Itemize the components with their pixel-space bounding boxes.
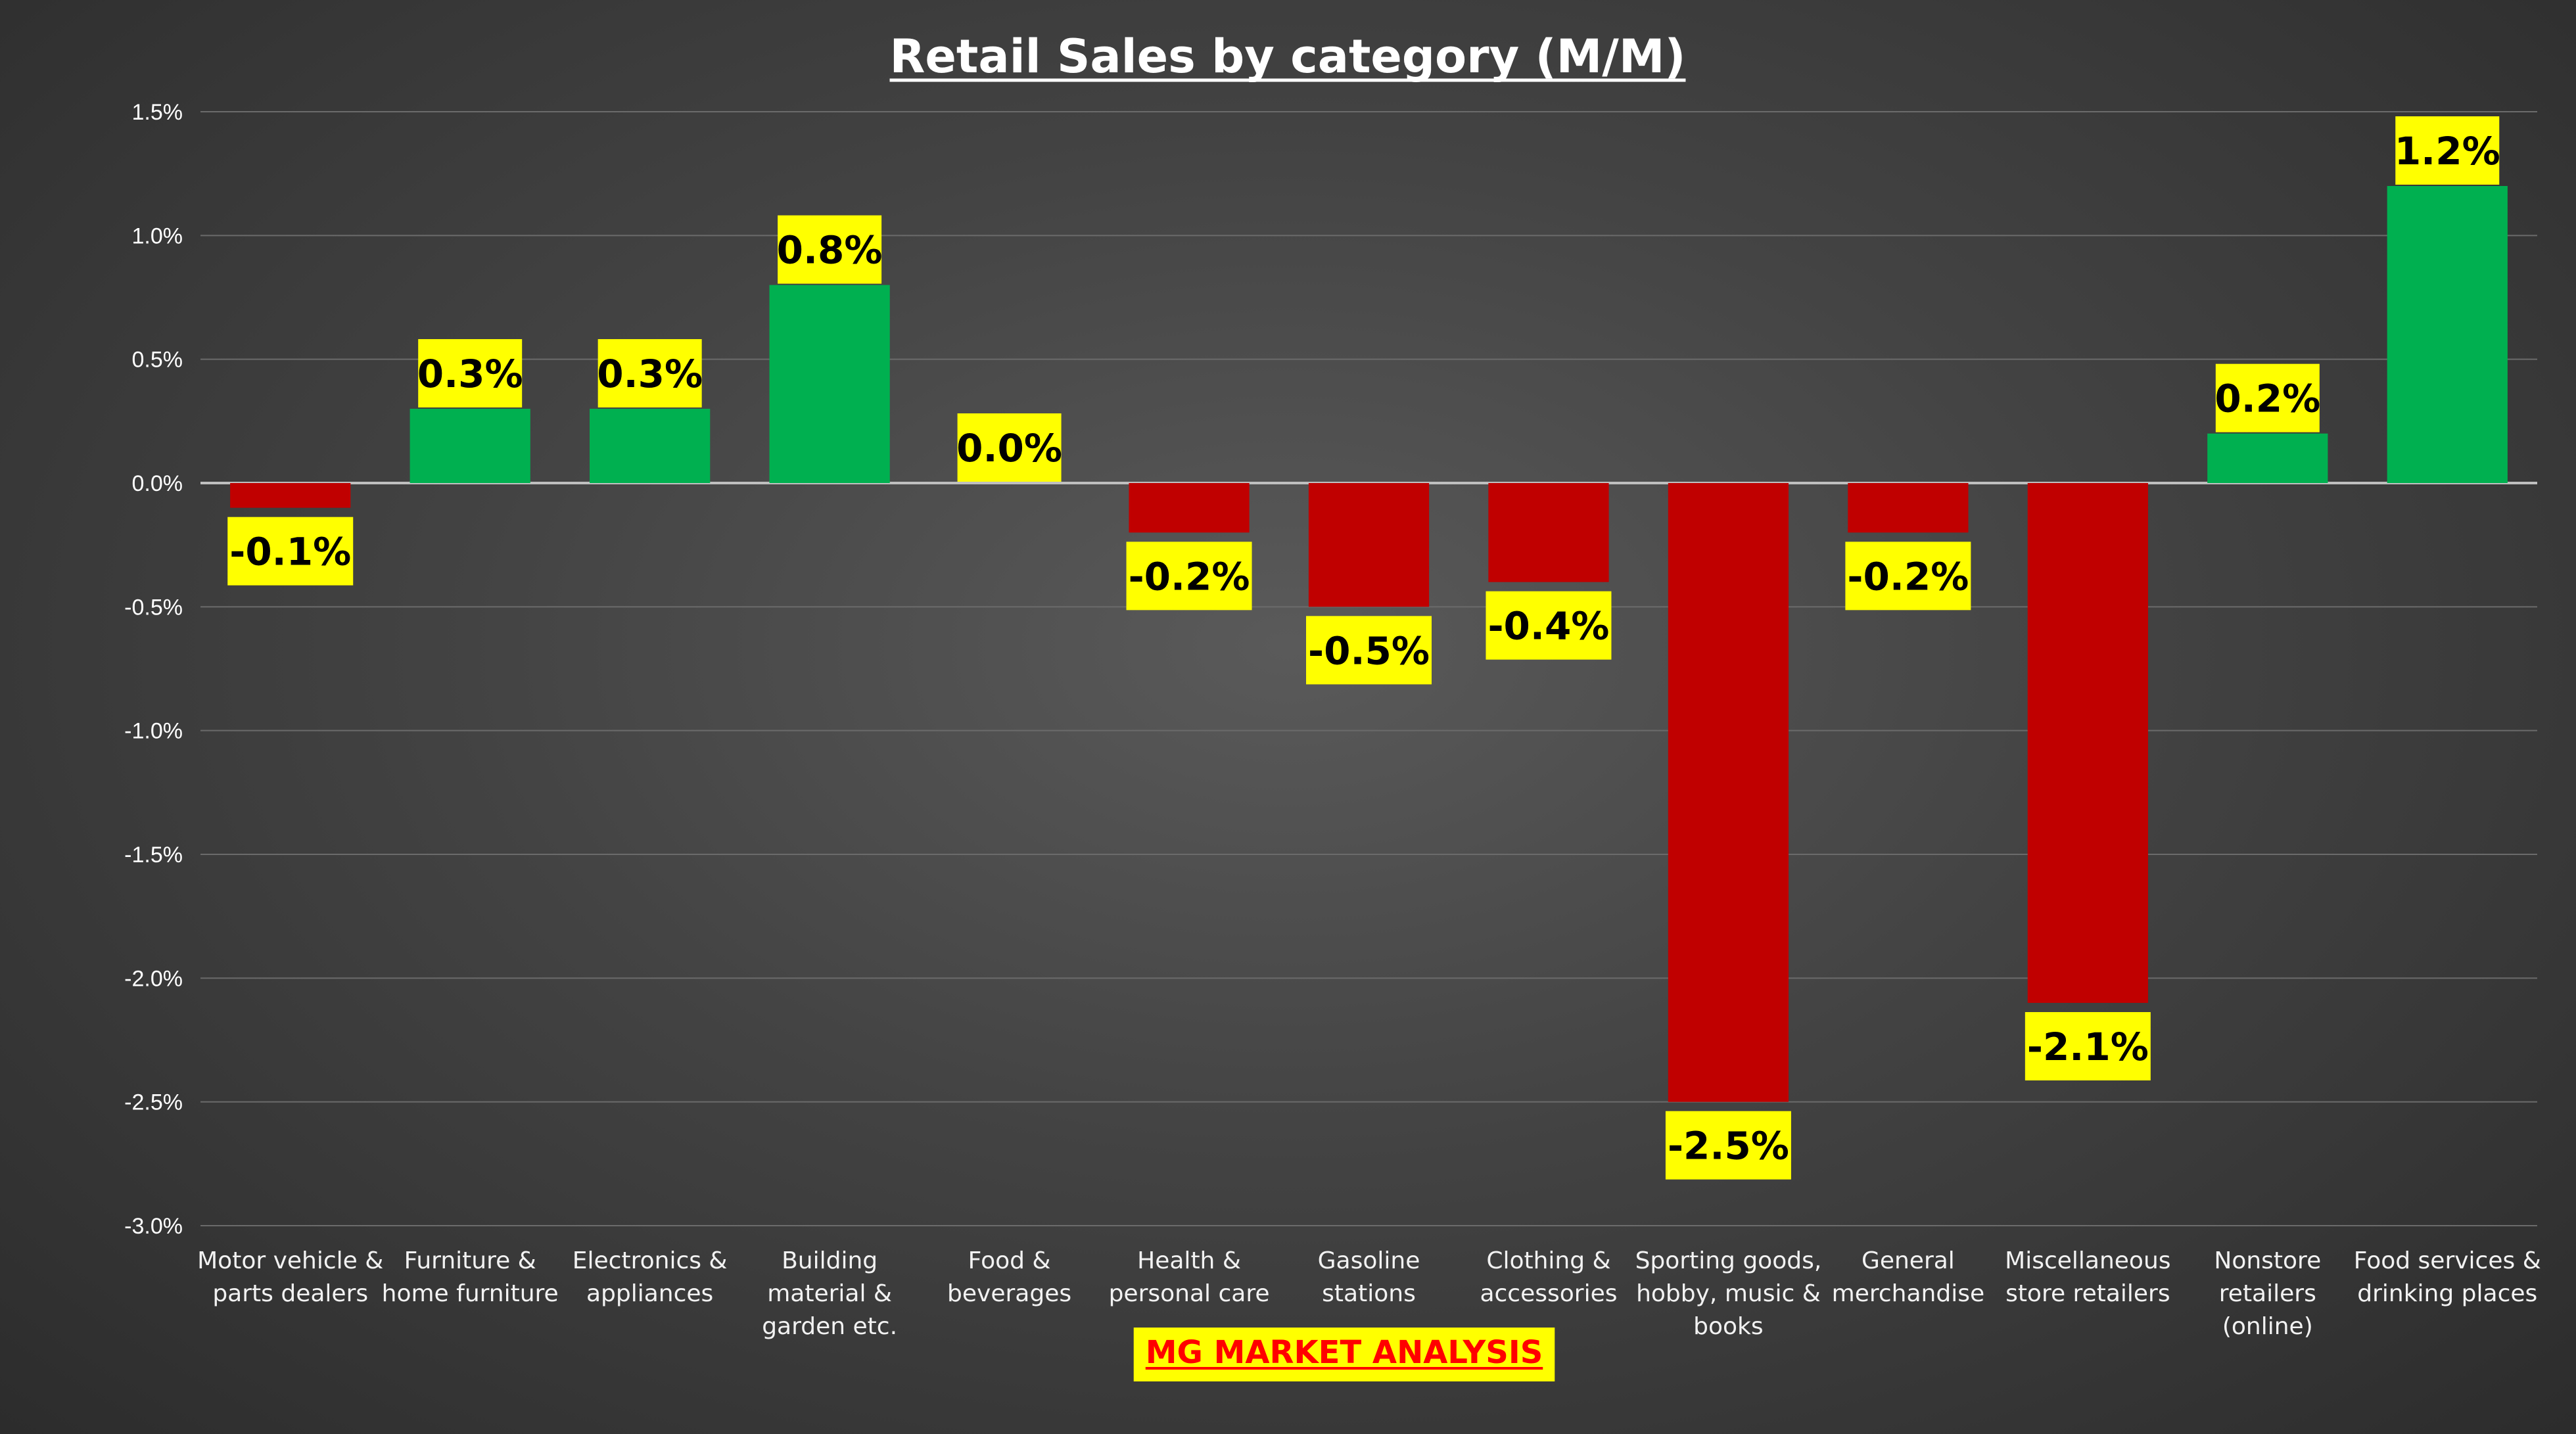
y-tick-label: -2.0% xyxy=(124,966,183,991)
data-label-background xyxy=(597,339,702,407)
data-label-text: 1.2% xyxy=(2395,129,2500,173)
data-label-background xyxy=(227,517,354,586)
data-label-text: -0.2% xyxy=(1129,554,1250,599)
data-label-text: 0.8% xyxy=(777,228,883,273)
data-label-text: 0.3% xyxy=(597,352,703,396)
data-label-text: 0.0% xyxy=(956,426,1062,471)
data-label-text: -0.2% xyxy=(1847,554,1969,599)
watermark-background xyxy=(1133,1328,1555,1381)
data-label: -0.4% xyxy=(1486,591,1612,660)
data-label: 0.3% xyxy=(597,339,703,407)
data-label-background xyxy=(1486,591,1612,660)
y-tick-label: 1.0% xyxy=(132,223,183,248)
bar xyxy=(230,483,351,508)
x-tick-label: Food services & drinking places xyxy=(2354,1247,2541,1307)
bar xyxy=(769,285,890,483)
data-label: 0.0% xyxy=(956,413,1062,482)
data-label-text: -0.5% xyxy=(1308,628,1430,673)
x-tick-label: Sporting goods, hobby, music & books xyxy=(1635,1247,1822,1340)
bar xyxy=(410,409,530,483)
y-tick-label: 0.0% xyxy=(132,471,183,496)
bar xyxy=(2207,433,2328,483)
data-label-text: -0.1% xyxy=(229,530,351,574)
y-tick-label: -2.5% xyxy=(124,1090,183,1115)
bar xyxy=(1668,483,1789,1102)
y-tick-label: -3.0% xyxy=(124,1214,183,1239)
data-label-background xyxy=(2395,116,2500,185)
data-label-background xyxy=(2025,1012,2151,1080)
data-label: 1.2% xyxy=(2395,116,2500,185)
chart-title: Retail Sales by category (M/M) xyxy=(889,30,1686,83)
y-tick-label: 0.5% xyxy=(132,348,183,373)
bar xyxy=(1848,483,1969,533)
watermark-text: MG MARKET ANALYSIS xyxy=(1146,1334,1543,1371)
bars xyxy=(230,186,2508,1102)
data-label: -2.1% xyxy=(2025,1012,2151,1080)
bar xyxy=(1129,483,1250,533)
x-tick-label: Clothing & accessories xyxy=(1480,1247,1617,1307)
data-labels: -0.1% 0.3% 0.3% 0.8% 0.0% -0.2% -0.5% -0.4% -2.5… xyxy=(227,116,2500,1180)
data-label-text: 0.3% xyxy=(417,352,523,396)
bar xyxy=(2387,186,2508,483)
data-label: 0.8% xyxy=(777,215,883,284)
data-label-text: 0.2% xyxy=(2214,377,2320,421)
data-label-background xyxy=(1845,542,1971,611)
x-tick-label: Furniture & home furniture xyxy=(382,1247,559,1307)
watermark: MG MARKET ANALYSIS xyxy=(1133,1328,1555,1381)
x-tick-label: Miscellaneous store retailers xyxy=(2005,1247,2170,1307)
x-tick-label: Gasoline stations xyxy=(1318,1247,1420,1307)
x-tick-label: General merchandise xyxy=(1832,1247,1984,1307)
bar xyxy=(1308,483,1430,607)
x-tick-label: Food & beverages xyxy=(947,1247,1071,1307)
data-label-text: -2.5% xyxy=(1668,1124,1789,1168)
data-label: -0.1% xyxy=(227,517,354,586)
x-tick-label: Electronics & appliances xyxy=(573,1247,728,1307)
bar xyxy=(1488,483,1609,582)
bar xyxy=(590,409,711,483)
y-tick-label: -1.5% xyxy=(124,843,183,867)
data-label-background xyxy=(778,215,882,284)
chart-title-text: Retail Sales by category (M/M) xyxy=(890,30,1686,83)
data-label-background xyxy=(1306,616,1432,685)
y-tick-label: -0.5% xyxy=(124,595,183,620)
data-label-text: -2.1% xyxy=(2027,1025,2149,1069)
data-label: 0.2% xyxy=(2214,363,2320,432)
data-label: -2.5% xyxy=(1665,1111,1791,1180)
y-tick-label: 1.5% xyxy=(132,100,183,125)
x-tick-label: Building material & garden etc. xyxy=(762,1247,897,1340)
data-label: -0.2% xyxy=(1126,542,1252,611)
data-label-background xyxy=(418,339,523,407)
data-label-background xyxy=(957,413,1062,482)
data-label-text: -0.4% xyxy=(1487,604,1609,649)
x-tick-label: Motor vehicle & parts dealers xyxy=(197,1247,383,1307)
data-label-background xyxy=(1665,1111,1791,1180)
data-label: -0.2% xyxy=(1845,542,1971,611)
data-label: 0.3% xyxy=(417,339,523,407)
axes: 1.5% 1.0% 0.5% 0.0% -0.5% -1.0% -1.5% -2.0% -2.5… xyxy=(124,100,2541,1340)
x-tick-label: Health & personal care xyxy=(1109,1247,1270,1307)
bar xyxy=(2027,483,2148,1003)
y-tick-label: -1.0% xyxy=(124,719,183,744)
data-label-background xyxy=(2215,363,2320,432)
data-label: -0.5% xyxy=(1306,616,1432,685)
x-tick-label: Nonstore retailers (online) xyxy=(2214,1247,2321,1340)
data-label-background xyxy=(1126,542,1252,611)
